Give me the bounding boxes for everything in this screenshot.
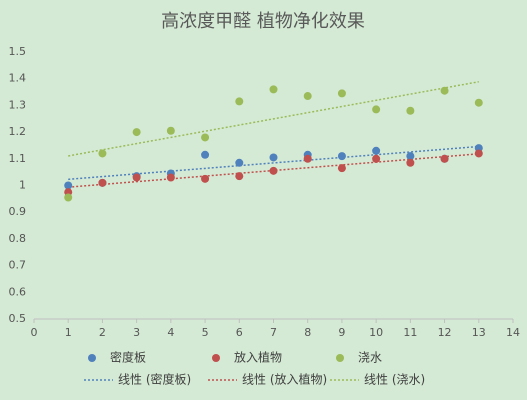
legend-label: 线性 (放入植物) [242,372,327,387]
legend-label: 线性 (密度板) [118,372,191,387]
legend-label: 放入植物 [234,350,282,365]
point [269,166,278,175]
point [406,158,415,167]
x-tick-label: 14 [506,326,520,339]
point [132,128,141,137]
point [337,164,346,173]
y-tick-label: 1.2 [9,125,27,138]
x-tick-label: 3 [133,326,140,339]
point [337,89,346,98]
point [235,97,244,106]
legend-marker [88,354,96,362]
point [201,150,210,159]
chart-title: 高浓度甲醛 植物净化效果 [161,11,365,32]
point [166,173,175,182]
y-tick-label: 0.5 [9,312,27,325]
y-tick-label: 0.6 [9,285,27,298]
x-tick-label: 0 [31,326,38,339]
x-tick-label: 11 [403,326,417,339]
point [235,172,244,181]
y-tick-label: 1 [19,179,26,192]
x-tick-label: 1 [65,326,72,339]
point [132,173,141,182]
point [201,133,210,142]
point [269,85,278,94]
point [303,154,312,163]
point [474,98,483,107]
trendline [68,81,479,157]
x-tick-label: 7 [270,326,277,339]
y-tick-label: 1.3 [9,98,27,111]
y-tick-label: 1.5 [9,45,27,58]
point [303,92,312,101]
y-tick-label: 1.4 [9,72,27,85]
point [474,149,483,158]
legend-label: 浇水 [358,351,382,365]
point [372,146,381,155]
x-tick-label: 9 [338,326,345,339]
point [98,149,107,158]
x-tick-label: 12 [438,326,452,339]
legend-label: 密度板 [110,350,146,365]
x-tick-label: 5 [202,326,209,339]
x-tick-label: 6 [236,326,243,339]
point [440,154,449,163]
point [372,154,381,163]
point [269,153,278,162]
point [406,152,415,161]
legend-marker [336,354,344,362]
y-tick-label: 0.7 [9,259,27,272]
point [98,178,107,187]
point [166,126,175,135]
y-tick-label: 1.1 [9,152,27,165]
point [337,152,346,161]
x-tick-label: 2 [99,326,106,339]
point [201,174,210,183]
point [440,86,449,95]
point [406,106,415,115]
legend-label: 线性 (浇水) [364,373,425,387]
x-tick-label: 4 [167,326,174,339]
legend-marker [212,354,220,362]
point [235,158,244,167]
point [372,105,381,114]
y-tick-label: 0.8 [9,232,27,245]
y-tick-label: 0.9 [9,205,27,218]
x-tick-label: 8 [304,326,311,339]
point [64,181,73,190]
point [64,193,73,202]
x-tick-label: 10 [369,326,383,339]
x-tick-label: 13 [472,326,486,339]
